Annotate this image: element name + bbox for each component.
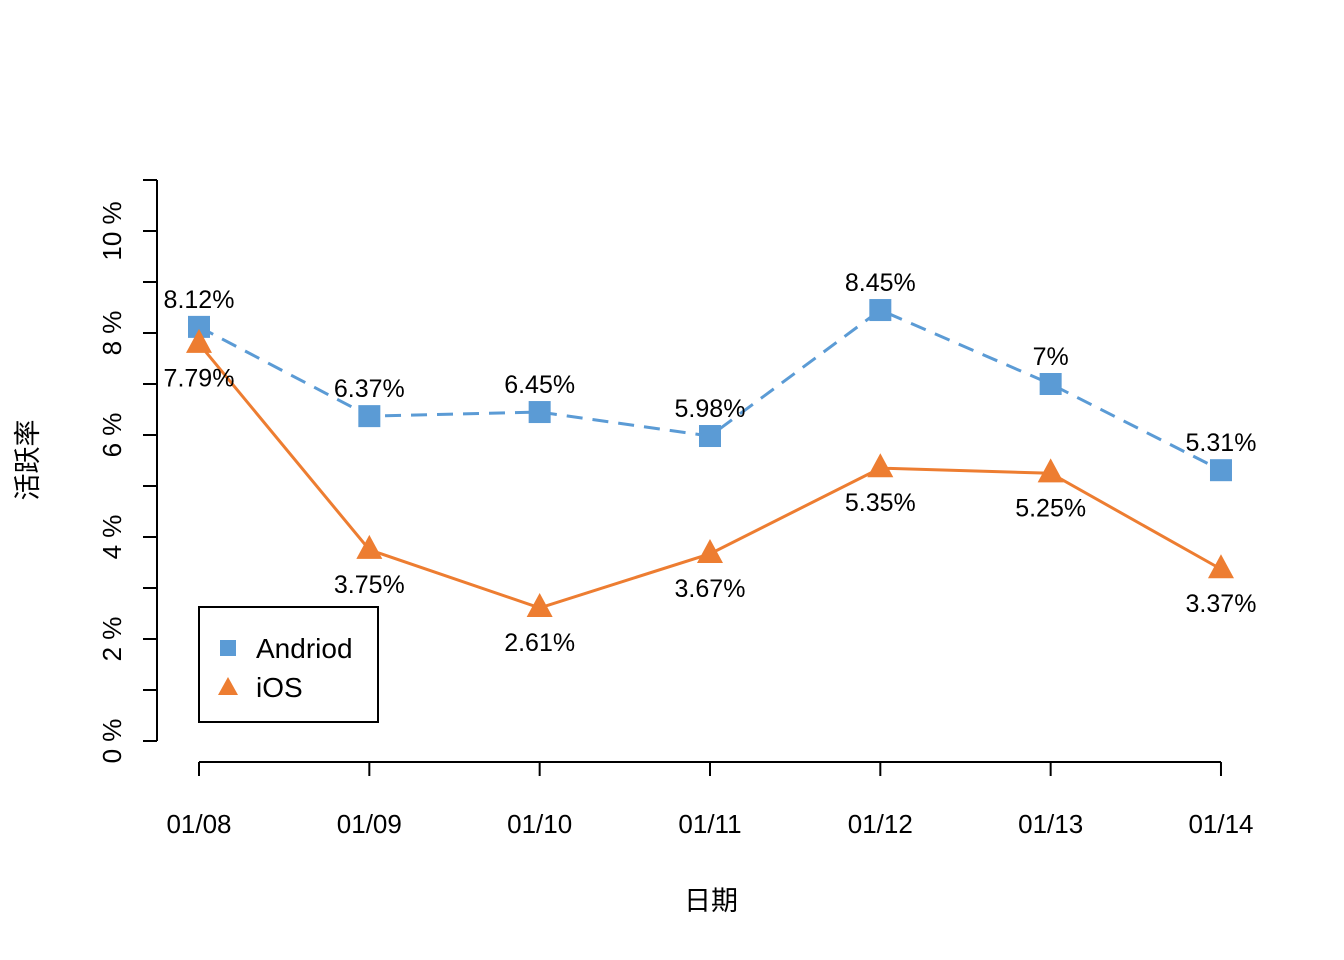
data-point-ios <box>526 593 553 618</box>
x-tick-label: 01/08 <box>166 809 231 839</box>
legend-marker-andriod <box>220 640 236 656</box>
data-label-ios: 3.37% <box>1186 590 1257 618</box>
y-tick-label: 2 % <box>97 617 127 662</box>
y-tick-label: 0 % <box>97 719 127 764</box>
x-axis-title: 日期 <box>684 886 738 916</box>
legend-item-ios: iOS <box>218 672 303 703</box>
x-tick-label: 01/09 <box>337 809 402 839</box>
y-tick-label: 6 % <box>97 413 127 458</box>
data-labels: 8.12% 6.37% 6.45% 5.98% 8.45% 7% 5.31% 7.79% 3.7… <box>164 269 1257 657</box>
data-point-andriod <box>1039 373 1062 395</box>
x-tick-label: 01/14 <box>1188 809 1253 839</box>
data-point-ios <box>1037 458 1064 483</box>
data-point-andriod <box>528 401 551 424</box>
series-layer <box>186 299 1234 618</box>
data-label-andriod: 5.98% <box>675 395 746 423</box>
data-label-ios: 2.61% <box>504 629 575 657</box>
data-point-andriod <box>188 315 210 338</box>
data-label-andriod: 8.12% <box>164 286 235 314</box>
data-label-andriod: 8.45% <box>845 269 916 297</box>
data-point-ios <box>186 328 212 353</box>
data-point-andriod <box>869 299 892 322</box>
legend: Andriod iOS <box>198 606 379 723</box>
y-axis: 0 % 2 % 4 % 6 % 8 % 10 % <box>97 179 158 764</box>
data-label-ios: 5.25% <box>1015 494 1086 522</box>
data-label-ios: 3.75% <box>334 571 405 599</box>
legend-box <box>198 606 379 723</box>
data-point-ios <box>867 453 894 478</box>
data-point-ios <box>1207 554 1234 579</box>
data-point-ios <box>356 534 383 559</box>
y-tick-label: 10 % <box>97 201 127 260</box>
x-tick-label: 01/10 <box>507 809 572 839</box>
legend-item-andriod: Andriod <box>220 633 353 664</box>
data-label-ios: 7.79% <box>164 365 235 393</box>
x-tick-label: 01/11 <box>678 809 741 839</box>
data-point-andriod <box>358 405 381 428</box>
data-label-andriod: 7% <box>1033 343 1069 371</box>
y-tick-label: 8 % <box>97 311 127 356</box>
data-label-andriod: 5.31% <box>1186 429 1257 457</box>
data-label-andriod: 6.45% <box>504 371 575 399</box>
y-tick-label: 4 % <box>97 515 127 560</box>
x-axis: 01/08 01/09 01/10 01/11 01/12 01/13 01/14 <box>166 761 1254 839</box>
legend-label-andriod: Andriod <box>256 633 353 664</box>
data-label-ios: 3.67% <box>675 575 746 603</box>
data-label-ios: 5.35% <box>845 489 916 517</box>
data-point-andriod <box>698 425 721 448</box>
x-tick-label: 01/13 <box>1018 809 1083 839</box>
data-label-andriod: 6.37% <box>334 375 405 403</box>
data-point-ios <box>696 538 723 563</box>
y-axis-title: 活跃率 <box>13 420 43 501</box>
data-point-andriod <box>1209 459 1232 482</box>
legend-marker-ios <box>218 677 238 695</box>
x-tick-label: 01/12 <box>848 809 913 839</box>
legend-label-ios: iOS <box>256 672 303 703</box>
